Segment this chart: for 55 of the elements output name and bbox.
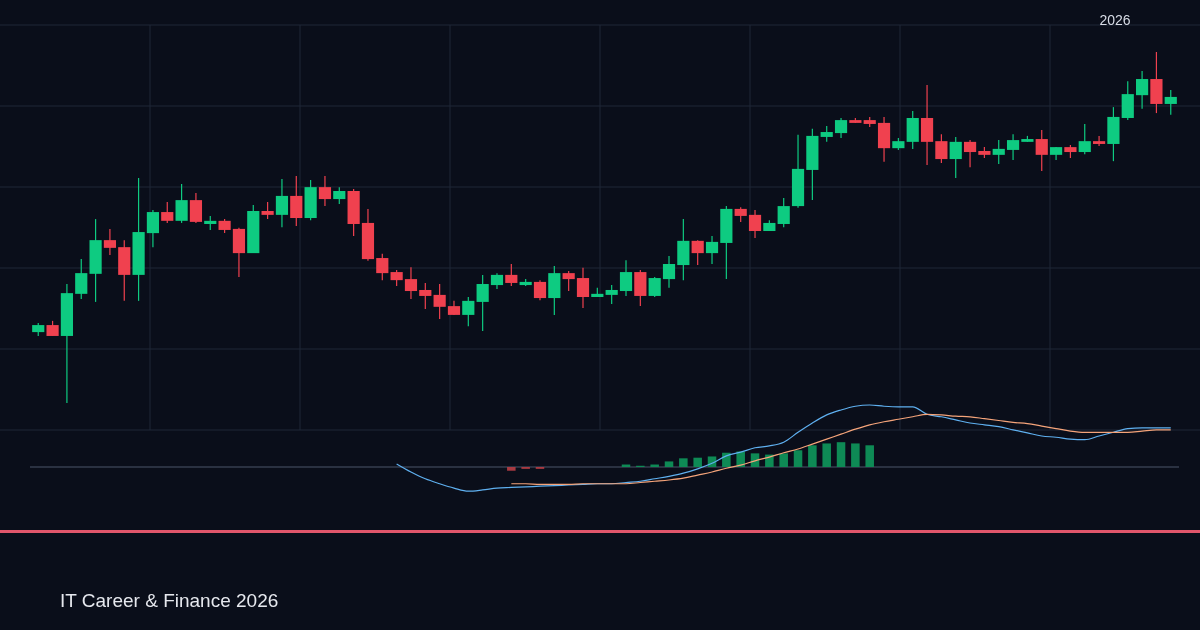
candlestick	[1006, 133, 1020, 161]
candlestick	[691, 239, 704, 266]
candlestick	[433, 283, 446, 320]
candlestick	[75, 258, 88, 300]
candlestick	[634, 269, 647, 307]
text: IT Career & Finance 2026	[60, 590, 279, 611]
bar	[865, 445, 874, 467]
candlestick	[906, 110, 919, 150]
candlestick	[189, 192, 203, 224]
candlestick	[175, 183, 188, 224]
candlestick	[404, 266, 418, 300]
candlestick	[1035, 129, 1048, 172]
candlestick	[1164, 89, 1177, 116]
candlestick	[1092, 135, 1106, 147]
bar	[507, 467, 516, 471]
candlestick	[476, 274, 489, 332]
candlestick	[161, 201, 174, 224]
candlestick	[777, 197, 790, 228]
bar	[793, 450, 803, 467]
bar	[779, 453, 788, 467]
bar	[664, 461, 674, 467]
candlestick	[146, 209, 160, 248]
candlestick	[963, 139, 977, 168]
candlestick	[419, 282, 432, 310]
candlestick	[1135, 70, 1149, 110]
candlestick	[920, 84, 934, 166]
candlestick	[275, 178, 289, 228]
candlestick	[1078, 123, 1091, 155]
candlestick	[662, 255, 676, 289]
candlestick	[619, 259, 633, 297]
bar	[693, 457, 702, 467]
candlestick	[1121, 80, 1134, 121]
candlestick	[576, 267, 590, 309]
candlestick	[462, 296, 475, 327]
bar	[822, 443, 831, 467]
candlestick	[992, 139, 1005, 165]
candlestick	[318, 175, 332, 207]
candlestick	[834, 117, 848, 139]
candlestick	[605, 284, 618, 305]
bar	[808, 445, 817, 467]
bar	[851, 443, 860, 467]
candlestick	[949, 136, 962, 179]
candlestick	[562, 270, 575, 292]
candlestick	[705, 235, 719, 265]
candlestick	[376, 253, 389, 281]
bar	[836, 442, 846, 467]
text: 2026	[1099, 12, 1131, 28]
candlestick	[103, 228, 117, 256]
bar	[679, 458, 688, 467]
candlestick	[648, 276, 661, 298]
candlestick	[748, 209, 762, 239]
candlestick	[935, 133, 948, 164]
candlestick	[533, 279, 547, 301]
candlestick	[290, 175, 303, 227]
candlestick	[505, 263, 518, 287]
